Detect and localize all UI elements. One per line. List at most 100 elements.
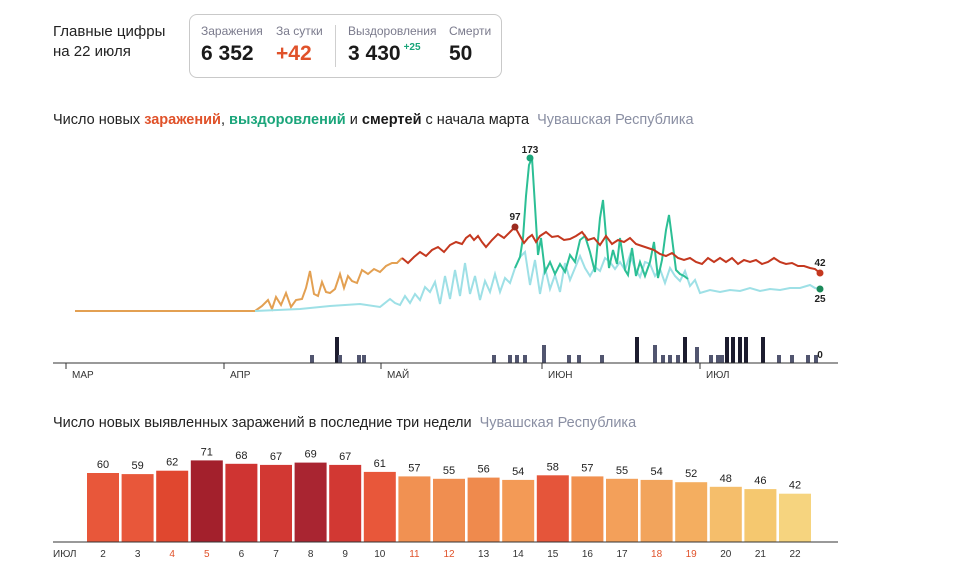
- bar-value-label: 67: [339, 451, 351, 463]
- bar: [398, 476, 431, 542]
- stat-deaths-label: Смерти: [449, 24, 492, 38]
- stat-infections-label: Заражения: [201, 24, 263, 38]
- x-tick-label: 5: [204, 549, 210, 560]
- x-tick-label: 21: [755, 549, 767, 560]
- chart1-title-deaths: смертей: [361, 112, 422, 128]
- chart1-x-tick-label: АПР: [230, 370, 251, 381]
- x-axis-month-label: ИЮЛ: [53, 549, 76, 560]
- early-infections-line: [75, 257, 403, 312]
- death-bar: [668, 355, 672, 363]
- chart1-x-tick-label: МАЙ: [387, 368, 409, 381]
- recoveries-last-marker: [816, 285, 824, 293]
- infections-peak-label: 97: [509, 212, 521, 223]
- bar-value-label: 67: [270, 451, 282, 463]
- bar: [675, 482, 708, 542]
- death-bar: [567, 355, 571, 363]
- death-bar: [731, 337, 735, 363]
- death-bar: [338, 355, 342, 363]
- death-bar: [515, 355, 519, 363]
- bar: [536, 475, 569, 542]
- infections-last-label: 42: [814, 258, 826, 269]
- death-bar: [738, 337, 742, 363]
- bar: [779, 493, 811, 542]
- chart1-title-region: Чувашская Республика: [537, 112, 694, 128]
- bar-value-label: 55: [616, 465, 628, 477]
- death-bar: [542, 345, 546, 363]
- bar: [606, 478, 638, 542]
- bar: [467, 477, 500, 542]
- recoveries-line: [514, 157, 689, 280]
- death-bar: [761, 337, 765, 363]
- bar-value-label: 62: [166, 457, 178, 469]
- death-bar: [310, 355, 314, 363]
- bar-value-label: 56: [477, 464, 489, 476]
- stats-panel: Заражения 6 352 За сутки +42 Выздоровлен…: [189, 14, 502, 78]
- x-tick-label: 2: [100, 549, 106, 560]
- death-bar: [523, 355, 527, 363]
- chart2-title: Число новых выявленных заражений в после…: [53, 415, 636, 431]
- x-tick-label: 4: [169, 549, 175, 560]
- bar-value-label: 55: [443, 465, 455, 477]
- bar: [709, 486, 742, 542]
- death-bar: [600, 355, 604, 363]
- recoveries-peak-label: 173: [522, 145, 539, 156]
- death-bar: [720, 355, 724, 363]
- recoveries-light-line: [254, 249, 821, 312]
- x-tick-label: 19: [686, 549, 698, 560]
- x-tick-label: 9: [342, 549, 348, 560]
- death-bar: [661, 355, 665, 363]
- death-bar: [695, 347, 699, 363]
- death-bar: [676, 355, 680, 363]
- bar-value-label: 68: [235, 450, 247, 462]
- bar-value-label: 54: [650, 466, 662, 478]
- stat-recovered-value: 3 430: [348, 42, 401, 65]
- bar: [190, 460, 223, 542]
- infections-peak-marker: [511, 223, 519, 231]
- death-bar: [635, 337, 639, 363]
- x-tick-label: 12: [443, 549, 455, 560]
- death-bar: [814, 355, 818, 363]
- bar: [640, 479, 673, 542]
- chart1-title-part: Число новых: [53, 112, 145, 128]
- bar: [571, 476, 604, 542]
- x-tick-label: 22: [789, 549, 801, 560]
- chart1-title: Число новых заражений, выздоровлений и с…: [53, 112, 694, 128]
- x-tick-label: 20: [720, 549, 732, 560]
- stat-day-label: За сутки: [276, 24, 323, 38]
- bar-value-label: 54: [512, 466, 524, 478]
- bar-value-label: 69: [304, 449, 316, 461]
- chart1-title-part: и: [345, 112, 362, 128]
- bar: [156, 470, 189, 542]
- death-bar: [357, 355, 361, 363]
- death-bar: [335, 337, 339, 363]
- bar-value-label: 46: [754, 475, 766, 487]
- death-bar: [777, 355, 781, 363]
- death-bar: [790, 355, 794, 363]
- bar-value-label: 60: [97, 459, 109, 471]
- bar: [225, 463, 258, 542]
- death-bar: [716, 355, 720, 363]
- bar: [260, 464, 292, 542]
- bar: [294, 462, 327, 542]
- x-tick-label: 11: [409, 549, 420, 560]
- stat-deaths: Смерти 50: [449, 24, 491, 66]
- bar-value-label: 48: [720, 473, 732, 485]
- chart2-title-text: Число новых выявленных заражений в после…: [53, 415, 472, 431]
- bar: [433, 478, 465, 542]
- bar-value-label: 58: [547, 461, 559, 473]
- chart1-title-part: с начала марта: [421, 112, 530, 128]
- x-tick-label: 16: [582, 549, 594, 560]
- bar-value-label: 52: [685, 468, 697, 480]
- death-bar: [806, 355, 810, 363]
- bar-value-label: 71: [201, 446, 213, 458]
- bar-value-label: 61: [374, 458, 386, 470]
- header-title: Главные цифры на 22 июля: [53, 22, 165, 62]
- x-tick-label: 13: [478, 549, 490, 560]
- bar: [121, 474, 154, 542]
- bar: [329, 464, 362, 542]
- x-tick-label: 17: [616, 549, 628, 560]
- recoveries-peak-marker: [526, 154, 534, 162]
- death-bar: [362, 355, 366, 363]
- deaths-last-label: 0: [817, 350, 823, 361]
- x-tick-label: 15: [547, 549, 559, 560]
